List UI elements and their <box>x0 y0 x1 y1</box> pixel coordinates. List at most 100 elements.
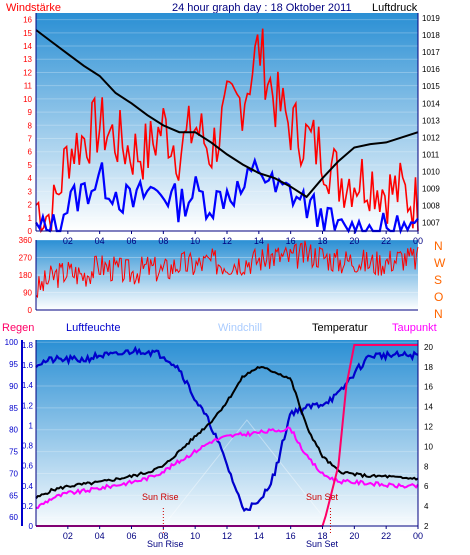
header-left-label: Windstärke <box>6 2 61 14</box>
temperature-y-tick-label: 18 <box>424 363 433 372</box>
pressure-y-tick-label: 1008 <box>422 201 440 210</box>
pressure-y-tick-label: 1007 <box>422 218 440 227</box>
humidity-legend: Luftfeuchte <box>66 322 120 334</box>
wind-series-line <box>35 28 419 234</box>
pressure-y-tick-label: 1009 <box>422 184 440 193</box>
wind-x-tick-label: 18 <box>317 236 327 246</box>
rain-y-tick-label: 1.8 <box>22 341 34 350</box>
pressure-y-tick-label: 1017 <box>422 48 440 57</box>
pressure-y-tick-label: 1016 <box>422 65 440 74</box>
sun-arc <box>162 419 331 527</box>
wind-y-tick-label: 3 <box>28 187 33 196</box>
rain-legend: Regen <box>2 322 34 334</box>
climate-x-tick-label: 14 <box>254 531 264 541</box>
wind-y-tick-label: 11 <box>24 82 33 91</box>
pressure-y-tick-label: 1011 <box>422 150 440 159</box>
temperature-y-tick-label: 14 <box>424 403 433 412</box>
pressure-y-tick-label: 1018 <box>422 31 440 40</box>
climate-x-tick-label: 20 <box>349 531 359 541</box>
wind-y-tick-label: 8 <box>28 121 33 130</box>
rain-y-tick-label: 0 <box>29 522 34 531</box>
humidity-series-line <box>35 345 419 513</box>
dewpoint-series-line <box>35 426 419 510</box>
sun-rise-label: Sun Rise <box>142 492 179 502</box>
climate-x-tick-label: 04 <box>95 531 105 541</box>
climate-x-tick-label: 12 <box>222 531 232 541</box>
wind-x-tick-label: 14 <box>254 236 264 246</box>
direction-compass-label: N <box>434 307 443 321</box>
wind-y-tick-label: 16 <box>23 16 32 25</box>
wind-y-tick-label: 1 <box>28 214 33 223</box>
climate-x-tick-label: 06 <box>126 531 136 541</box>
humidity-y-tick-label: 70 <box>9 469 18 478</box>
rain-y-tick-label: 1.2 <box>22 401 34 410</box>
wind-x-tick-label: 22 <box>381 236 391 246</box>
climate-x-tick-label: 16 <box>286 531 296 541</box>
pressure-y-tick-label: 1013 <box>422 116 440 125</box>
wind-x-tick-label: 12 <box>222 236 232 246</box>
humidity-y-tick-label: 80 <box>9 426 18 435</box>
direction-y-tick-label: 90 <box>23 289 32 298</box>
temperature-y-tick-label: 8 <box>424 462 429 471</box>
direction-y-tick-label: 360 <box>19 236 33 245</box>
climate-x-tick-label: 00 <box>413 531 423 541</box>
rain-y-tick-label: 0.4 <box>22 482 34 491</box>
wind-y-tick-label: 0 <box>28 227 33 236</box>
temperature-y-tick-label: 4 <box>424 502 429 511</box>
wind-y-tick-label: 13 <box>23 55 32 64</box>
sun-rise-axis-label: Sun Rise <box>147 539 184 549</box>
direction-compass-label: N <box>434 239 443 253</box>
humidity-y-tick-label: 65 <box>9 491 18 500</box>
humidity-y-tick-label: 75 <box>9 448 18 457</box>
pressure-y-tick-label: 1012 <box>422 133 440 142</box>
wind-x-tick-label: 04 <box>95 236 105 246</box>
climate-x-tick-label: 02 <box>63 531 73 541</box>
climate-x-tick-label: 18 <box>317 531 327 541</box>
wind-y-tick-label: 12 <box>23 68 32 77</box>
header-right-label: Luftdruck <box>372 2 418 14</box>
climate-x-tick-label: 08 <box>158 531 168 541</box>
direction-y-tick-label: 180 <box>19 271 33 280</box>
direction-compass-label: O <box>434 290 443 304</box>
wind-y-tick-label: 7 <box>28 135 33 144</box>
climate-x-tick-label: 22 <box>381 531 391 541</box>
direction-compass-label: W <box>434 256 446 270</box>
wind-y-tick-label: 5 <box>28 161 33 170</box>
wind-y-tick-label: 9 <box>28 108 33 117</box>
temperature-y-tick-label: 12 <box>424 423 433 432</box>
temperature-y-tick-label: 16 <box>424 383 433 392</box>
humidity-y-tick-label: 90 <box>9 382 18 391</box>
temperature-y-tick-label: 10 <box>424 442 433 451</box>
wind-x-tick-label: 02 <box>63 236 73 246</box>
wind-y-tick-label: 2 <box>28 201 33 210</box>
temperature-series-line <box>35 365 419 500</box>
wind-y-tick-label: 4 <box>28 174 33 183</box>
pressure-y-tick-label: 1015 <box>422 82 440 91</box>
wind-x-tick-label: 08 <box>158 236 168 246</box>
humidity-y-tick-label: 60 <box>9 513 18 522</box>
pressure-series-line <box>35 29 419 199</box>
wind-x-tick-label: 10 <box>190 236 200 246</box>
rain-y-tick-label: 0.2 <box>22 502 34 511</box>
temperature-y-tick-label: 6 <box>424 482 429 491</box>
direction-y-tick-label: 270 <box>19 254 33 263</box>
climate-x-tick-label: 10 <box>190 531 200 541</box>
header-title: 24 hour graph day : 18 Oktober 2011 <box>172 2 352 14</box>
pressure-y-tick-label: 1010 <box>422 167 440 176</box>
temperature-legend: Temperatur <box>312 322 368 334</box>
wind-y-tick-label: 10 <box>23 95 32 104</box>
rain-y-tick-label: 1 <box>29 421 34 430</box>
rain-y-tick-label: 0.6 <box>22 462 34 471</box>
pressure-y-tick-label: 1014 <box>422 99 440 108</box>
pressure-y-tick-label: 1019 <box>422 14 440 23</box>
dewpoint-legend: Taupunkt <box>392 322 437 334</box>
wind-x-tick-label: 00 <box>413 236 423 246</box>
humidity-y-tick-label: 95 <box>9 360 18 369</box>
windchill-legend: Windchill <box>218 322 262 334</box>
direction-y-tick-label: 0 <box>28 306 33 315</box>
wind-y-tick-label: 14 <box>23 42 32 51</box>
direction-series-line <box>35 240 419 299</box>
wind-min-series-line <box>35 156 419 235</box>
